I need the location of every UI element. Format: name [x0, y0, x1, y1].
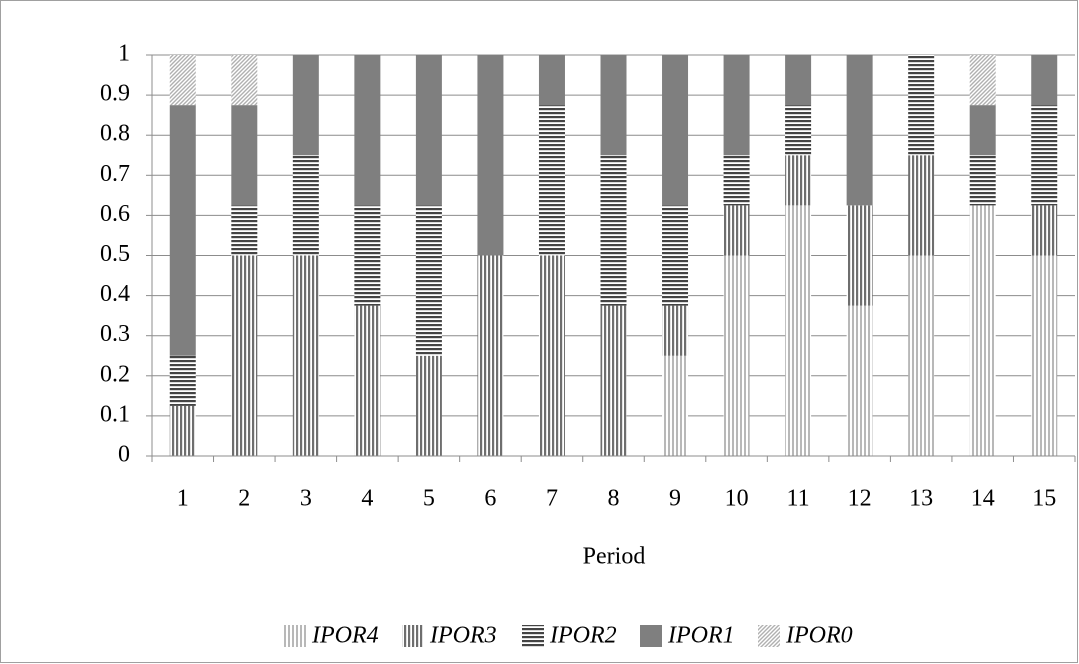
x-tick-label: 4 — [361, 486, 373, 512]
bar-segment — [415, 55, 442, 206]
bar-segment — [846, 305, 873, 456]
legend-swatch — [402, 625, 424, 647]
bar-segment — [908, 255, 935, 456]
bar-segment — [415, 355, 442, 456]
x-axis-title: Period — [583, 544, 646, 570]
bar-segment — [292, 155, 319, 256]
x-tick-label: 9 — [669, 486, 681, 512]
bar-segment — [662, 305, 689, 356]
legend-swatch — [284, 625, 306, 647]
legend-text: IPOR3 — [429, 623, 497, 649]
bar-segment — [538, 255, 565, 456]
y-tick-label: 0 — [118, 442, 130, 468]
bar-segment — [292, 255, 319, 456]
x-tick-label: 10 — [725, 486, 749, 512]
x-tick-label: 8 — [608, 486, 620, 512]
bar-segment — [169, 105, 196, 356]
legend-swatch — [640, 625, 662, 647]
bar-segment — [477, 55, 504, 256]
y-tick-label: 0.1 — [100, 401, 130, 427]
bar-segment — [785, 105, 812, 156]
bar-segment — [908, 55, 935, 156]
y-tick-label: 0.3 — [100, 321, 130, 347]
bar-segment — [785, 155, 812, 206]
x-tick-label: 7 — [546, 486, 558, 512]
bar-segment — [231, 255, 258, 456]
y-tick-label: 0.4 — [100, 281, 130, 307]
bar-segment — [723, 255, 750, 456]
bar-segment — [1031, 255, 1058, 456]
y-tick-label: 0.7 — [100, 161, 130, 187]
x-tick-label: 11 — [787, 486, 810, 512]
bar-segment — [969, 55, 996, 106]
bar-segment — [1031, 105, 1058, 206]
legend-text: IPOR4 — [311, 623, 379, 649]
bar-segment — [600, 305, 627, 456]
bar-segment — [600, 55, 627, 156]
y-tick-label: 0.2 — [100, 361, 130, 387]
bar-segment — [354, 305, 381, 456]
bar-segment — [231, 55, 258, 106]
bar-segment — [662, 205, 689, 306]
x-tick-label: 14 — [971, 486, 995, 512]
x-tick-label: 5 — [423, 486, 435, 512]
bar-segment — [231, 205, 258, 256]
legend-text: IPOR1 — [667, 623, 735, 649]
legend-text: IPOR2 — [549, 623, 617, 649]
x-tick-label: 3 — [300, 486, 312, 512]
bar-segment — [969, 205, 996, 456]
bar-segment — [354, 55, 381, 206]
bar-segment — [662, 55, 689, 206]
bar-segment — [354, 205, 381, 306]
bar-segment — [846, 55, 873, 206]
bar-segment — [908, 155, 935, 256]
bar-segment — [292, 55, 319, 156]
bar-segment — [169, 405, 196, 456]
bar-segment — [723, 205, 750, 256]
bar-segment — [415, 205, 442, 356]
legend-text: IPOR0 — [785, 623, 853, 649]
bar-segment — [1031, 205, 1058, 256]
x-tick-label: 12 — [848, 486, 872, 512]
bar-segment — [169, 55, 196, 106]
bar-segment — [477, 255, 504, 456]
x-tick-label: 13 — [909, 486, 933, 512]
bar-segment — [662, 355, 689, 456]
bar-segment — [600, 155, 627, 306]
bar-segment — [969, 155, 996, 206]
y-tick-label: 0.6 — [100, 201, 130, 227]
legend-swatch — [758, 625, 780, 647]
bar-segment — [969, 105, 996, 156]
bar-segment — [785, 55, 812, 106]
bar-segment — [538, 55, 565, 106]
x-tick-label: 2 — [238, 486, 250, 512]
bar-segment — [169, 355, 196, 406]
y-tick-label: 0.9 — [100, 81, 130, 107]
bar-segment — [785, 205, 812, 456]
y-tick-label: 0.8 — [100, 121, 130, 147]
x-tick-label: 15 — [1032, 486, 1056, 512]
bar-segment — [723, 55, 750, 156]
bar-segment — [1031, 55, 1058, 106]
x-tick-label: 6 — [484, 486, 496, 512]
bar-segment — [538, 105, 565, 256]
bar-segment — [231, 105, 258, 206]
x-tick-label: 1 — [177, 486, 189, 512]
y-tick-label: 1 — [118, 41, 130, 67]
bar-segment — [723, 155, 750, 206]
y-tick-label: 0.5 — [100, 241, 130, 267]
bar-segment — [846, 205, 873, 306]
legend-swatch — [522, 625, 544, 647]
